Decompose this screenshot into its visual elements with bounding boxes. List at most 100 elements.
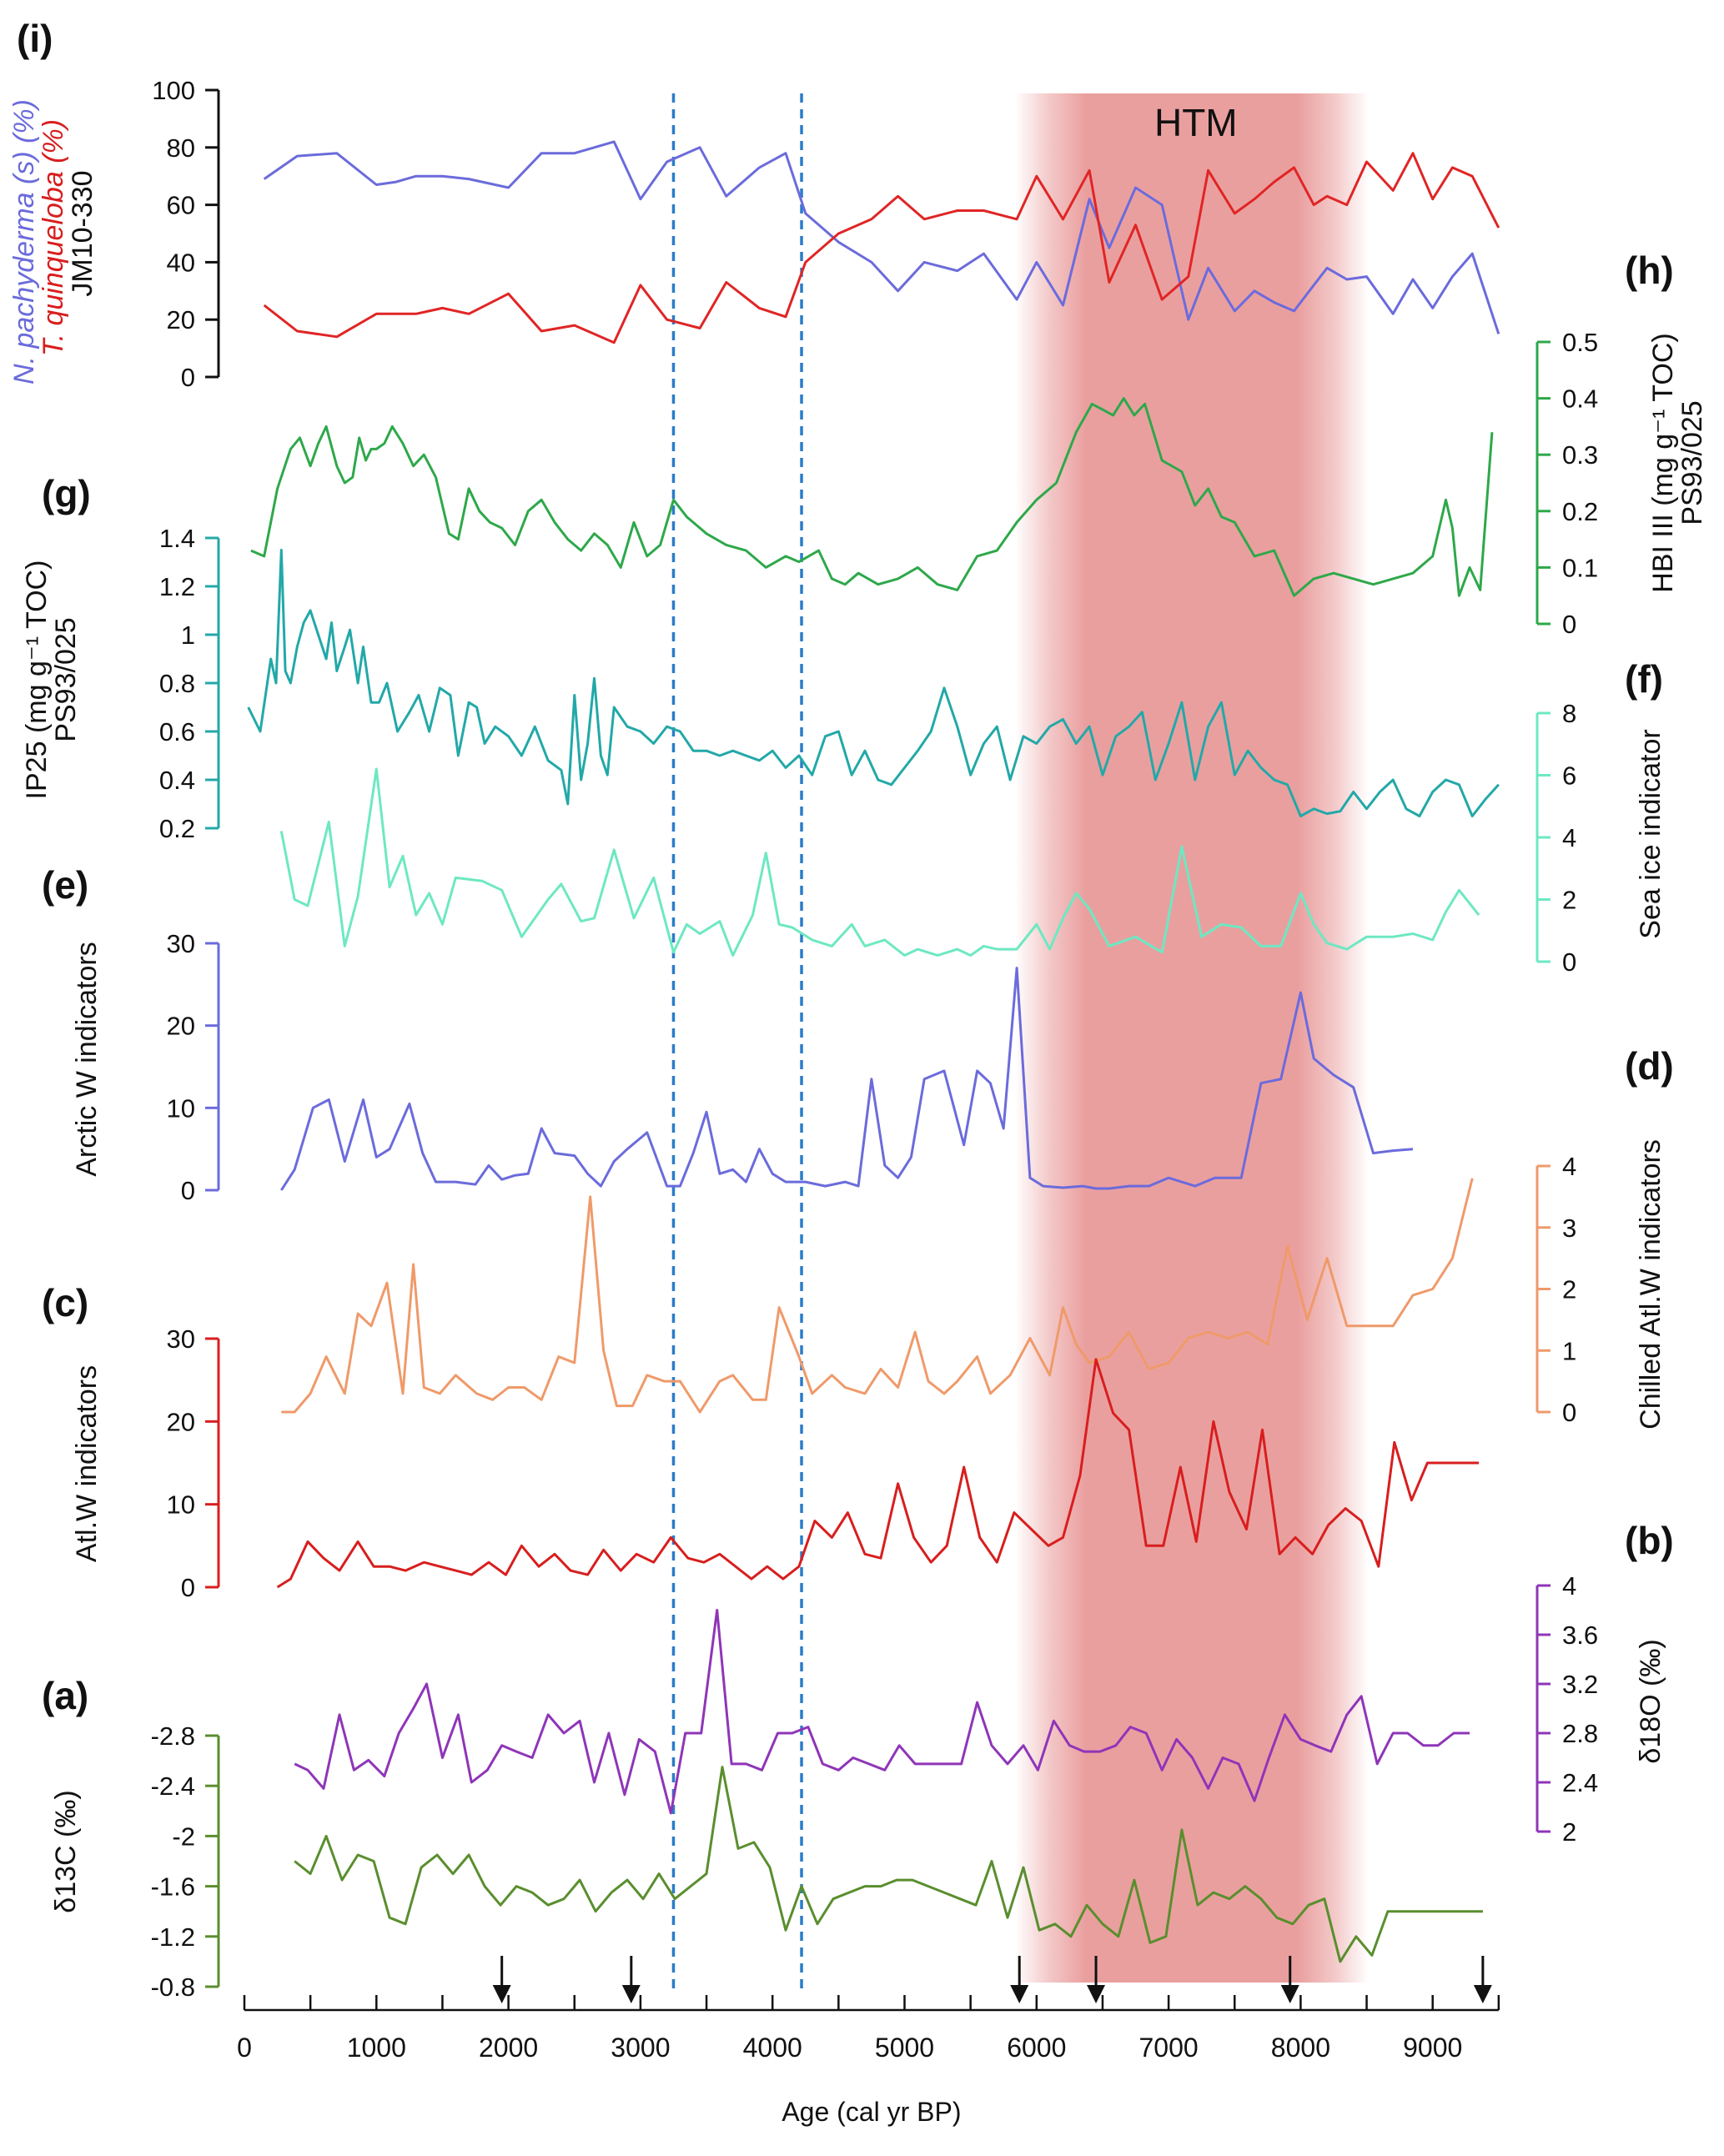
x-tick-label: 7000 xyxy=(1139,2033,1199,2063)
y-tick-label: 10 xyxy=(167,1093,195,1123)
y-axis-title: IP25 (mg g⁻¹ TOC) xyxy=(21,560,53,800)
panel-h: 0 0.1 0.2 0.3 0.4 0.5 xyxy=(1536,328,1598,639)
panel-f: 0 2 4 6 8 xyxy=(1536,699,1576,977)
y-tick-label: 20 xyxy=(167,305,195,334)
y-tick-label: 6 xyxy=(1562,761,1576,791)
panel-label-b: (b) xyxy=(1625,1519,1674,1562)
arrow-head xyxy=(621,1985,641,2003)
y-tick-label: 1 xyxy=(1562,1336,1576,1365)
y-tick-label: 4 xyxy=(1562,1571,1576,1601)
y-axis-title: Chilled Atl.W indicators xyxy=(1635,1139,1666,1430)
y-title-tquinqueloba: T. quinqueloba (%) xyxy=(38,119,69,356)
y-axis-title: Arctic W indicators xyxy=(71,942,103,1177)
x-tick-label: 4000 xyxy=(743,2033,802,2063)
panel-b: 2 2.4 2.8 3.2 3.6 4 xyxy=(1536,1571,1598,1847)
age-arrow xyxy=(1280,1956,1299,2003)
htm-label: HTM xyxy=(1154,101,1238,144)
y-tick-label: 100 xyxy=(152,76,195,105)
y-tick-label: 0 xyxy=(1562,1398,1576,1427)
y-tick-label: -1.6 xyxy=(151,1872,195,1902)
y-title-hbi: HBI III (mg g⁻¹ TOC) xyxy=(1647,333,1679,592)
age-arrow xyxy=(1087,1956,1106,2003)
y-title-atlw: Atl.W indicators xyxy=(71,1365,103,1562)
y-title-chilled: Chilled Atl.W indicators xyxy=(1635,1139,1666,1430)
y-axis-title: δ18O (‰) xyxy=(1635,1639,1666,1763)
series-line-h-0 xyxy=(250,397,1494,597)
y-tick-label: 3.6 xyxy=(1562,1621,1598,1650)
series-line-e-0 xyxy=(280,967,1414,1191)
age-arrow xyxy=(1010,1956,1029,2003)
y-tick-label: 1.2 xyxy=(159,572,195,601)
y-tick-label: 0.2 xyxy=(1562,497,1598,526)
age-arrow xyxy=(492,1956,511,2003)
panel-a: -0.8 -1.2 -1.6 -2 -2.4 -2.8 xyxy=(151,1721,220,2002)
panel-label-c: (c) xyxy=(42,1281,88,1324)
series-line-d-0 xyxy=(281,1178,1474,1414)
y-title-hbi-core: PS93/025 xyxy=(1676,400,1708,525)
arrow-head xyxy=(492,1985,511,2003)
y-tick-label: 10 xyxy=(167,1490,195,1520)
y-title-npachyderma: N. pachyderma (s) (%) xyxy=(8,99,40,384)
panel-label-a: (a) xyxy=(42,1674,88,1717)
series-line-c-0 xyxy=(276,1358,1480,1589)
y-axis-title: N. pachyderma (s) (%) xyxy=(8,99,40,384)
x-tick-label: 0 xyxy=(237,2033,252,2063)
y-tick-label: 0.1 xyxy=(1562,553,1598,582)
y-axis-title: PS93/025 xyxy=(50,617,82,741)
y-tick-label: 80 xyxy=(167,133,195,163)
x-tick-label: 1000 xyxy=(347,2033,406,2063)
panel-label-e: (e) xyxy=(42,863,88,907)
arrow-head xyxy=(1087,1985,1106,2003)
y-title-ip25-core: PS93/025 xyxy=(50,617,82,741)
y-tick-label: 0.8 xyxy=(159,669,195,698)
panel-label-d: (d) xyxy=(1625,1044,1674,1088)
htm-band xyxy=(1014,93,1370,1983)
y-tick-label: 0 xyxy=(181,1573,195,1602)
y-tick-label: 2 xyxy=(1562,1817,1576,1847)
y-title-arcticw: Arctic W indicators xyxy=(71,942,103,1177)
age-arrow xyxy=(1473,1956,1492,2003)
arrow-head xyxy=(1280,1985,1299,2003)
panel-label-f: (f) xyxy=(1625,657,1663,701)
y-title-seaice: Sea ice indicator xyxy=(1635,729,1666,938)
y-tick-label: -2 xyxy=(172,1822,195,1851)
y-tick-label: 3 xyxy=(1562,1214,1576,1243)
series-line-i-1 xyxy=(263,152,1500,344)
y-tick-label: -1.2 xyxy=(151,1922,195,1952)
y-tick-label: 0 xyxy=(181,1176,195,1205)
y-axis-title: δ13C (‰) xyxy=(50,1790,82,1912)
y-tick-label: 20 xyxy=(167,1012,195,1041)
y-tick-label: 0.4 xyxy=(159,766,195,795)
series-line-i-0 xyxy=(263,140,1500,334)
y-tick-label: 3.2 xyxy=(1562,1670,1598,1699)
y-axis-title: PS93/025 xyxy=(1676,400,1708,525)
panel-label-i: (i) xyxy=(17,17,53,60)
y-tick-label: 4 xyxy=(1562,1152,1576,1181)
y-tick-label: 0.3 xyxy=(1562,440,1598,470)
panel-i: 0 20 40 60 80 100 xyxy=(152,76,220,392)
y-axis-title: Atl.W indicators xyxy=(71,1365,103,1562)
y-tick-label: 1.4 xyxy=(159,524,195,553)
series-line-a-0 xyxy=(294,1766,1483,1963)
y-tick-label: 0.2 xyxy=(159,814,195,843)
series-line-f-0 xyxy=(279,767,1480,957)
x-tick-label: 9000 xyxy=(1403,2033,1462,2063)
y-tick-label: -2.8 xyxy=(151,1721,195,1751)
x-tick-label: 8000 xyxy=(1271,2033,1330,2063)
y-tick-label: 2 xyxy=(1562,886,1576,915)
x-tick-label: 6000 xyxy=(1007,2033,1066,2063)
x-tick-label: 2000 xyxy=(479,2033,538,2063)
panel-g: 0.2 0.4 0.6 0.8 1 1.2 1.4 xyxy=(159,524,220,843)
x-axis: 0 1000 2000 3000 4000 5000 6000 7000 8000 9000 Age… xyxy=(237,1995,1500,2127)
y-tick-label: 20 xyxy=(167,1407,195,1436)
y-tick-label: 30 xyxy=(167,929,195,958)
y-tick-label: 0 xyxy=(181,363,195,392)
y-tick-label: 60 xyxy=(167,191,195,220)
y-tick-label: 8 xyxy=(1562,699,1576,728)
panel-e: 0 10 20 30 xyxy=(167,929,220,1205)
y-tick-label: 0.5 xyxy=(1562,328,1598,357)
panel-label-h: (h) xyxy=(1625,249,1674,292)
y-axis-title: HBI III (mg g⁻¹ TOC) xyxy=(1647,333,1679,592)
y-tick-label: 4 xyxy=(1562,823,1576,852)
